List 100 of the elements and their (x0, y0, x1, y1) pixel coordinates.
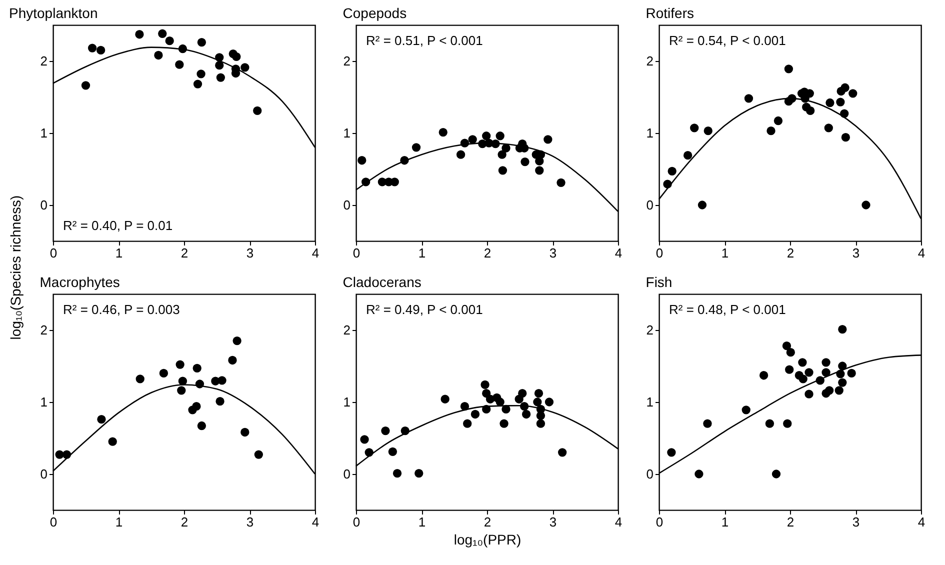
point (480, 380, 490, 390)
point (193, 80, 202, 88)
point (412, 143, 421, 152)
x-tick-label: 3 (246, 246, 254, 260)
y-tick-label: 1 (646, 126, 654, 140)
y-tick-label: 1 (343, 126, 350, 140)
y-tick-label: 2 (40, 322, 48, 338)
chart-title: Cladocerans (342, 274, 422, 290)
point (774, 116, 783, 126)
point (804, 390, 814, 398)
x-tick-label: 2 (484, 514, 492, 530)
point (197, 421, 206, 430)
x-tick-label: 2 (786, 514, 794, 530)
point (798, 374, 808, 384)
x-tick-label: 3 (852, 246, 860, 260)
point (175, 60, 184, 69)
annotation: R² = 0.48, P < 0.001 (669, 302, 786, 317)
point (683, 151, 692, 160)
point (786, 348, 795, 357)
point (135, 30, 144, 39)
point (785, 365, 794, 374)
point (216, 396, 224, 406)
point (215, 61, 224, 70)
point (196, 70, 206, 78)
annotation: R² = 0.54, P < 0.001 (669, 33, 786, 48)
point (498, 150, 506, 159)
x-axis-title: log₁₀(PPR) (454, 532, 522, 548)
point (840, 83, 850, 92)
point (824, 124, 833, 132)
x-tick-label: 4 (918, 246, 926, 260)
point (456, 150, 466, 159)
point (192, 402, 201, 411)
point (197, 38, 206, 47)
point (841, 133, 850, 142)
point (536, 419, 546, 428)
y-tick-label: 0 (646, 466, 654, 482)
x-tick-label: 1 (115, 514, 123, 530)
x-tick-label: 1 (418, 514, 426, 530)
point (254, 450, 263, 459)
point (759, 371, 768, 380)
point (804, 368, 814, 377)
chart-title: Macrophytes (40, 274, 120, 290)
y-tick-label: 0 (40, 466, 48, 482)
y-tick-label: 2 (343, 322, 350, 338)
point (216, 73, 226, 82)
point (556, 178, 566, 187)
point (358, 156, 366, 165)
x-tick-label: 3 (549, 514, 557, 530)
point (742, 406, 750, 414)
point (836, 98, 845, 106)
point (520, 157, 530, 166)
point (544, 398, 554, 406)
y-tick-label: 2 (343, 54, 350, 68)
point (518, 389, 527, 398)
point (240, 63, 250, 72)
point (360, 435, 369, 444)
point (253, 106, 262, 115)
point (438, 128, 448, 137)
point (826, 98, 834, 108)
y-tick-label: 0 (646, 198, 654, 212)
y-tick-label: 0 (343, 466, 350, 482)
x-tick-label: 0 (50, 514, 58, 530)
point (704, 126, 712, 136)
x-tick-label: 0 (50, 246, 58, 260)
point (158, 29, 167, 38)
point (765, 419, 774, 428)
point (154, 50, 163, 60)
point (81, 81, 90, 90)
point (468, 135, 477, 144)
x-tick-label: 0 (352, 246, 360, 260)
point (544, 135, 552, 144)
point (108, 437, 117, 446)
y-tick-label: 1 (343, 394, 350, 410)
x-tick-label: 1 (721, 514, 729, 530)
x-tick-label: 0 (656, 514, 664, 530)
point (534, 389, 544, 398)
x-tick-label: 1 (115, 246, 123, 260)
point (460, 402, 470, 411)
point (177, 386, 186, 395)
annotation: R² = 0.49, P < 0.001 (366, 302, 483, 317)
annotation: R² = 0.40, P = 0.01 (63, 218, 173, 233)
point (388, 447, 398, 456)
chart-title: Phytoplankton (9, 5, 98, 21)
point (228, 356, 237, 365)
chart-title: Fish (646, 274, 672, 290)
point (522, 410, 531, 419)
point (847, 368, 856, 378)
y-axis-title: log₁₀(Species richness) (8, 195, 24, 340)
x-tick-label: 2 (180, 246, 188, 260)
x-tick-label: 0 (352, 514, 360, 530)
x-tick-label: 3 (549, 246, 557, 260)
x-tick-label: 3 (246, 514, 254, 530)
point (97, 414, 106, 424)
point (470, 410, 480, 419)
point (218, 376, 226, 385)
y-tick-label: 1 (40, 126, 48, 140)
x-tick-label: 2 (786, 246, 794, 260)
point (744, 94, 754, 103)
point (783, 419, 792, 428)
point (838, 324, 847, 334)
